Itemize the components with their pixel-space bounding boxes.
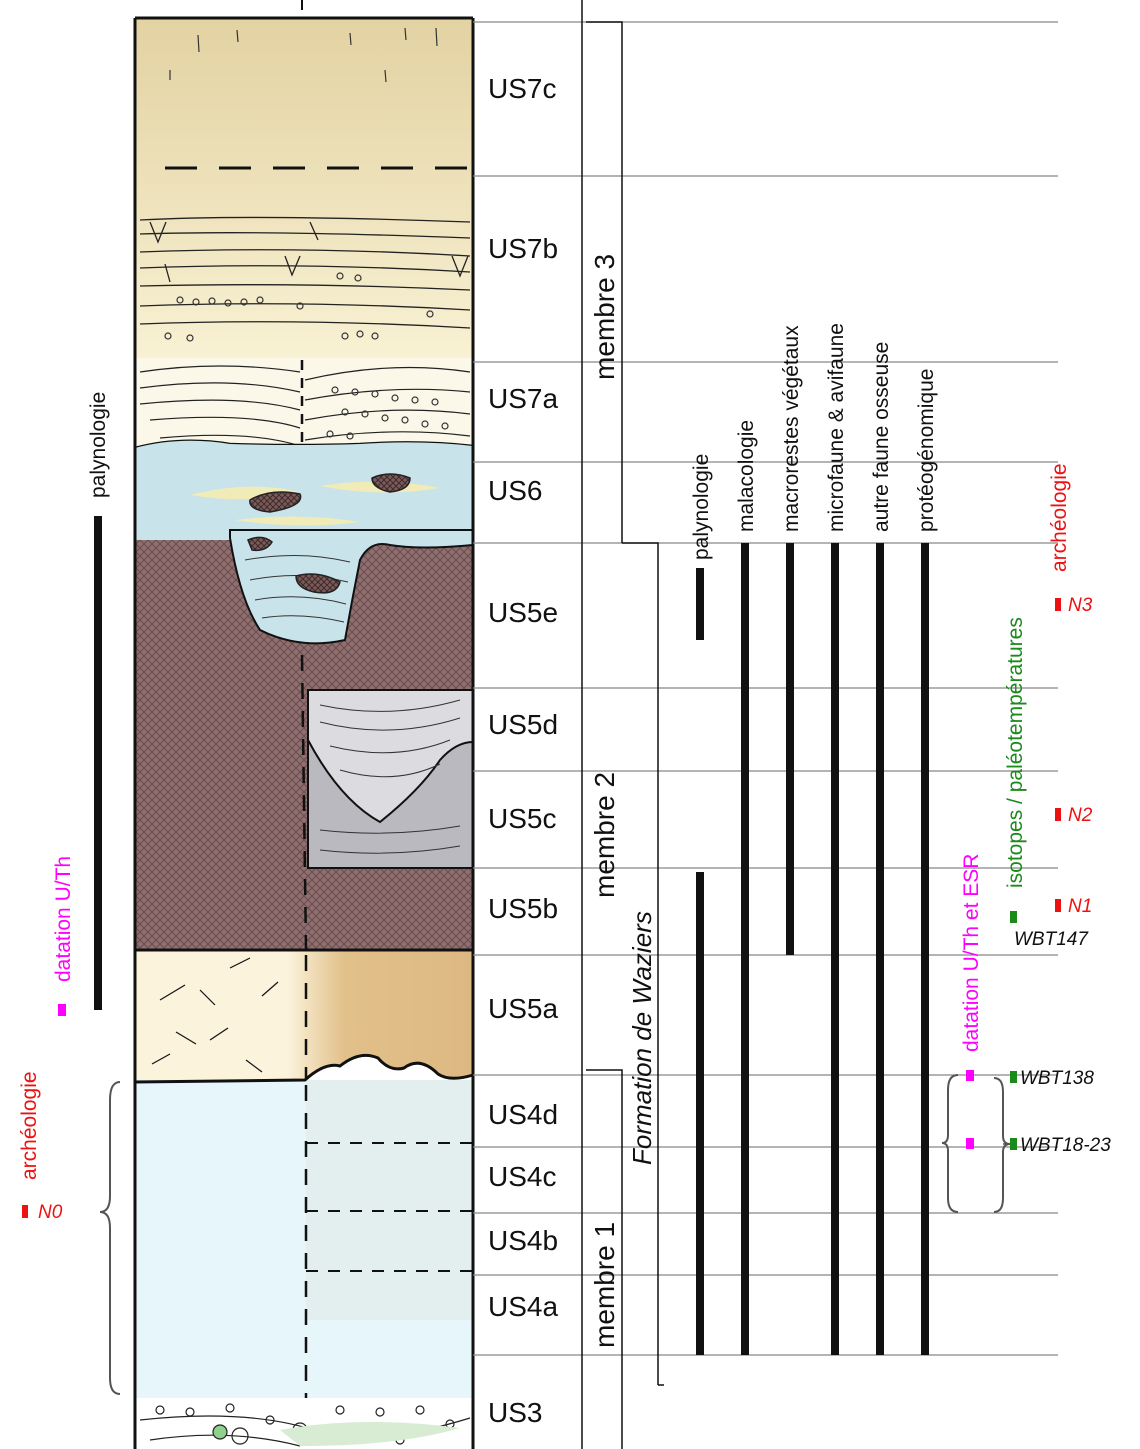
unit-label-us5b: US5b <box>488 893 558 924</box>
left-datation-marker <box>58 1004 66 1016</box>
study-label-autre-faune-osseuse: autre faune osseuse <box>870 342 893 532</box>
level-label-n2: N2 <box>1068 805 1093 826</box>
us5-vertical-dashes <box>300 654 308 951</box>
unit-label-us4c: US4c <box>488 1161 556 1192</box>
unit-labels: US7c US7b US7a US6 US5e US5d US5c US5b U… <box>488 73 558 1428</box>
level-label-n1: N1 <box>1068 896 1092 917</box>
unit-label-us5c: US5c <box>488 803 556 834</box>
unit-label-us3: US3 <box>488 1397 542 1428</box>
datation-brace <box>941 1074 959 1213</box>
right-label-isotopes: isotopes / paléotempératures <box>1004 617 1027 888</box>
layer-us6 <box>135 440 473 545</box>
study-label-proteogenomique: protéogénomique <box>915 369 938 532</box>
left-label-palynologie: palynologie <box>87 392 110 498</box>
us5cd-laminations <box>319 699 461 854</box>
datation-marker-lower <box>966 1138 974 1149</box>
us5a-dashes <box>151 957 279 1073</box>
member-labels: membre 3 membre 2 membre 1 Formation de … <box>589 254 657 1348</box>
sample-label-wbt138: WBT138 <box>1020 1068 1094 1089</box>
member-label-1: membre 1 <box>589 1222 620 1348</box>
layer-us4-right <box>306 1080 473 1320</box>
left-level-marker-n0 <box>22 1205 28 1218</box>
unit-label-us7b: US7b <box>488 233 558 264</box>
isotopes-brace <box>993 1077 1011 1213</box>
us4-dashed-boundaries <box>306 1142 473 1272</box>
member-label-2: membre 2 <box>589 772 620 898</box>
member-2-box <box>622 542 659 1385</box>
sample-marker-wbt147 <box>1010 911 1017 923</box>
us7a-pebbles <box>326 386 449 440</box>
us7c-streaks <box>169 27 438 83</box>
level-marker-n2 <box>1055 808 1061 821</box>
right-label-datation: datation U/Th et ESR <box>960 854 983 1052</box>
lithologic-column <box>133 0 475 1449</box>
level-marker-n3 <box>1055 598 1061 611</box>
us5a-us4-boundary <box>134 1053 474 1084</box>
right-label-archeologie: archéologie <box>1048 463 1071 572</box>
us3-green-lens <box>280 1421 460 1446</box>
study-label-palynologie: palynologie <box>690 454 713 560</box>
layer-us5a <box>135 950 473 1080</box>
study-label-malacologie: malacologie <box>735 420 758 532</box>
left-archeologie-brace <box>99 1081 121 1395</box>
study-label-macrorestes-vegetaux: macrorestes végétaux <box>780 325 803 532</box>
unit-label-us5e: US5e <box>488 597 558 628</box>
sample-label-wbt18-23: WBT18-23 <box>1020 1135 1111 1156</box>
us6-pocket <box>229 529 474 645</box>
left-label-datation: datation U/Th <box>52 856 75 982</box>
member-1-box <box>586 1069 623 1449</box>
formation-label: Formation de Waziers <box>627 911 657 1165</box>
study-labels: palynologie malacologie macrorestes végé… <box>690 323 938 560</box>
unit-label-us7c: US7c <box>488 73 556 104</box>
right-annotations: datation U/Th et ESR isotopes / paléotem… <box>941 463 1111 1213</box>
layer-us7c-us7b <box>135 18 473 358</box>
unit-label-us7a: US7a <box>488 383 558 414</box>
us7a-cross-bedding <box>139 365 471 447</box>
study-range-bars <box>696 543 929 1355</box>
unit-label-us5a: US5a <box>488 993 558 1024</box>
column-outline <box>133 16 475 1449</box>
us5c-trough <box>307 739 474 869</box>
unit-label-us4a: US4a <box>488 1291 558 1322</box>
sample-label-wbt147: WBT147 <box>1014 929 1089 950</box>
us7b-pebbles <box>164 272 434 342</box>
unit-label-us5d: US5d <box>488 709 558 740</box>
left-annotations: palynologie datation U/Th archéologie N0 <box>18 392 121 1395</box>
unit-label-us6: US6 <box>488 475 542 506</box>
level-marker-n1 <box>1055 899 1061 912</box>
sample-marker-wbt18-23 <box>1010 1138 1017 1150</box>
level-label-n3: N3 <box>1068 595 1093 616</box>
us6-clasts <box>247 473 411 594</box>
datation-marker-upper <box>966 1070 974 1081</box>
unit-label-us4d: US4d <box>488 1099 558 1130</box>
left-level-label-n0: N0 <box>38 1202 63 1223</box>
unit-label-us4b: US4b <box>488 1225 558 1256</box>
us3-green-clast <box>212 1424 228 1440</box>
us7b-laminations <box>139 216 471 329</box>
member-label-3: membre 3 <box>589 254 620 380</box>
sample-marker-wbt138 <box>1010 1071 1017 1083</box>
stratigraphy-grid <box>473 21 1058 1356</box>
member-3-box <box>586 21 623 543</box>
study-label-microfaune-avifaune: microfaune & avifaune <box>825 323 848 532</box>
left-label-archeologie: archéologie <box>18 1071 41 1180</box>
